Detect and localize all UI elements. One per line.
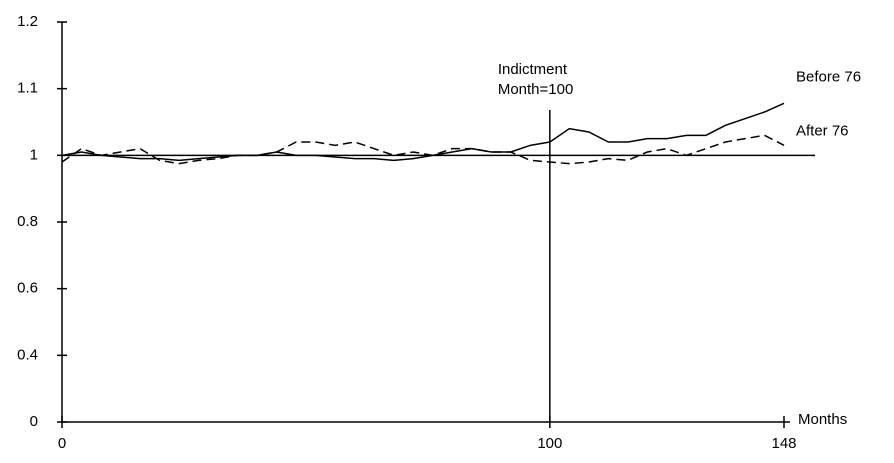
x-axis-label: Months bbox=[798, 411, 847, 428]
y-tick-label: 1 bbox=[30, 146, 38, 163]
series-label: After 76 bbox=[796, 122, 849, 139]
y-tick-label: 0.4 bbox=[17, 346, 38, 363]
x-tick-label: 148 bbox=[771, 435, 796, 452]
annotation: Indictment bbox=[498, 61, 568, 78]
y-tick-label: 1.1 bbox=[17, 80, 38, 97]
annotation: Month=100 bbox=[498, 81, 573, 98]
y-tick-label: 1.2 bbox=[17, 13, 38, 30]
x-tick-label: 0 bbox=[58, 435, 66, 452]
y-tick-label: 0.8 bbox=[17, 213, 38, 230]
series-line bbox=[61, 134, 785, 165]
series-label: Before 76 bbox=[796, 68, 861, 85]
y-tick-label: 0 bbox=[30, 413, 38, 430]
series-line bbox=[61, 102, 785, 162]
x-tick-label: 100 bbox=[537, 435, 562, 452]
y-tick-label: 0.6 bbox=[17, 280, 38, 297]
